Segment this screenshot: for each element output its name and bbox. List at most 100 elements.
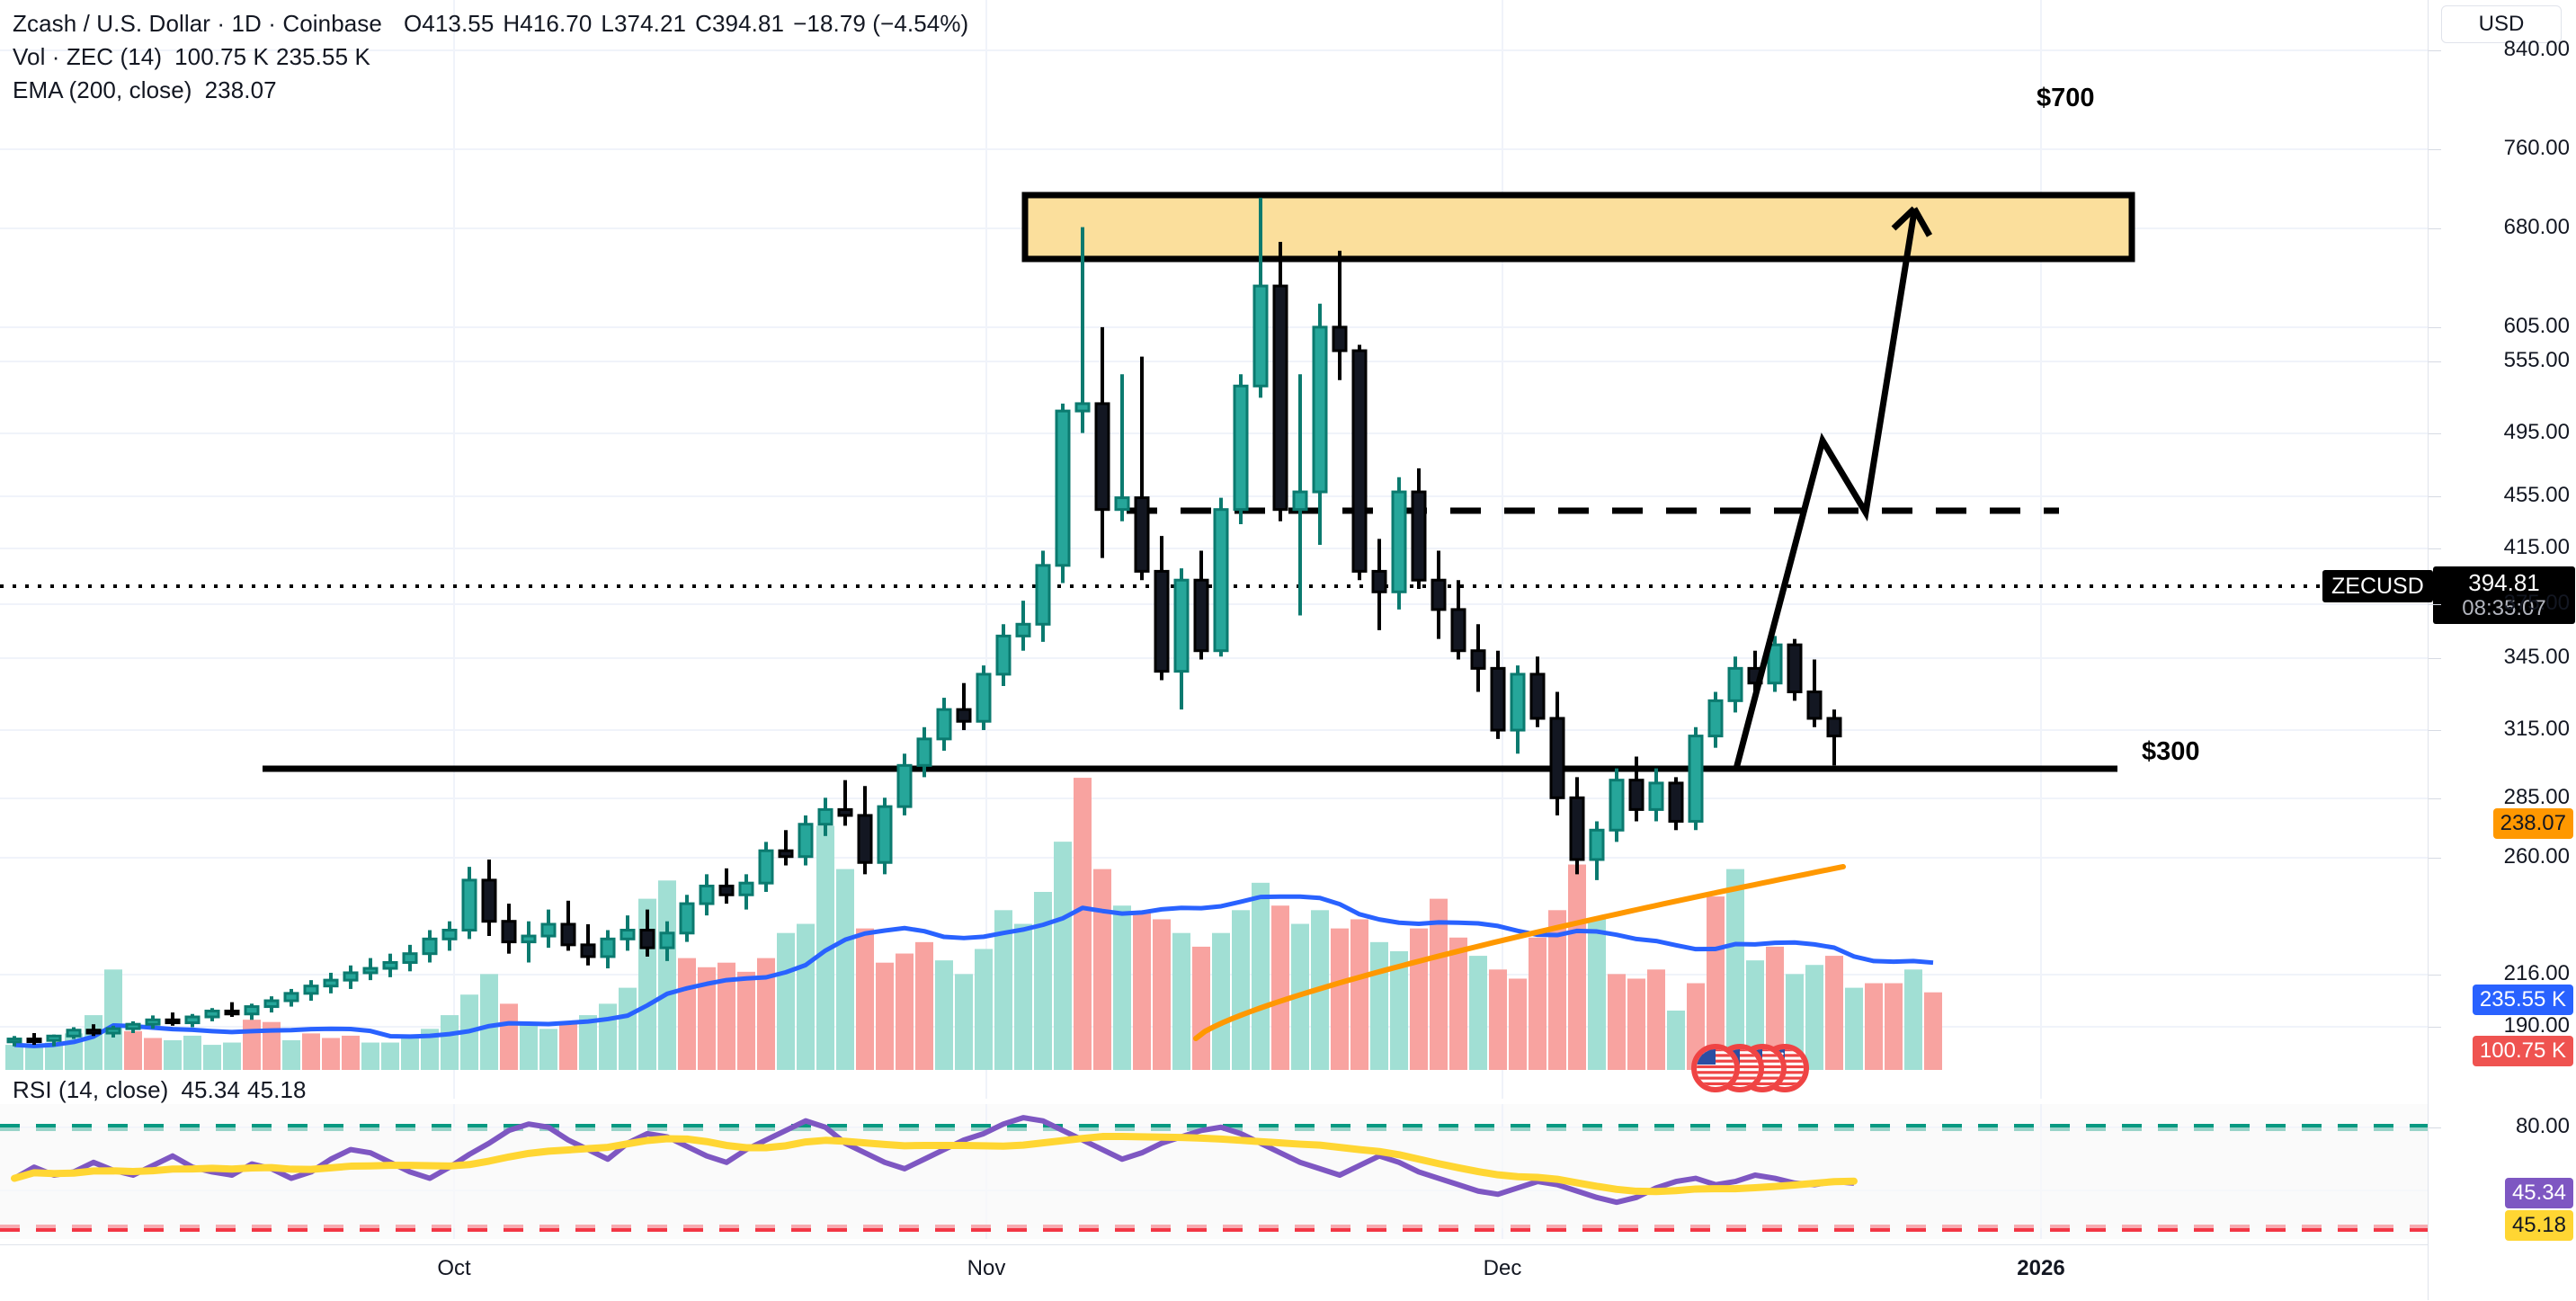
volume-bar xyxy=(836,869,854,1070)
candlestick xyxy=(422,930,438,963)
volume-bar xyxy=(1370,941,1388,1070)
candlestick xyxy=(343,965,359,989)
volume-bar xyxy=(104,969,122,1070)
volume-bar xyxy=(5,1045,23,1070)
volume-bar xyxy=(896,953,914,1070)
volume-bar xyxy=(1133,912,1151,1070)
volume-bar xyxy=(955,974,973,1070)
candlestick xyxy=(1589,821,1605,880)
candlestick xyxy=(540,909,557,949)
price-pane[interactable] xyxy=(0,0,2428,1099)
candlestick xyxy=(837,780,853,826)
rsi-ma-line xyxy=(11,1133,1858,1196)
legend-row-ema[interactable]: EMA (200, close) 238.07 xyxy=(13,74,968,107)
price-axis-tickmark xyxy=(2429,604,2441,605)
candlestick xyxy=(521,921,537,963)
candlestick xyxy=(1114,374,1130,521)
price-axis-tick: 190.00 xyxy=(2503,1013,2570,1038)
volume-bar xyxy=(856,928,874,1070)
volume-bar xyxy=(1568,864,1586,1070)
price-axis-tickmark xyxy=(2429,658,2441,659)
volume-bar xyxy=(263,1021,281,1070)
price-axis-tickmark xyxy=(2429,858,2441,859)
volume-bar xyxy=(678,958,696,1070)
volume-bar xyxy=(124,1030,142,1070)
price-axis-tick: 760.00 xyxy=(2503,136,2570,160)
candlestick xyxy=(1529,656,1546,727)
ohlc-high: H416.70 xyxy=(503,10,593,37)
projection-path xyxy=(1733,210,1918,770)
volume-bar xyxy=(1232,910,1250,1070)
volume-bar xyxy=(322,1038,340,1070)
volume-bar xyxy=(658,880,676,1070)
support-label-300: $300 xyxy=(2142,737,2200,766)
projection-arrowhead xyxy=(1891,206,1933,237)
candlestick xyxy=(798,815,814,866)
price-axis-tick: 260.00 xyxy=(2503,844,2570,869)
volume-bar xyxy=(539,1029,557,1070)
last-price-badge: 394.81 08:35:07 xyxy=(2433,566,2575,624)
candlestick xyxy=(659,921,675,961)
candlestick xyxy=(303,980,319,1002)
volume-bar xyxy=(1865,983,1883,1070)
volume-bar xyxy=(1885,983,1903,1070)
price-axis-tickmark xyxy=(2429,50,2441,51)
price-axis-tickmark xyxy=(2429,548,2441,549)
rsi-value: 45.34 xyxy=(181,1076,241,1103)
price-axis-tick: 375.00 xyxy=(2503,591,2570,615)
time-axis-label: 2026 xyxy=(2017,1256,2065,1280)
currency-badge[interactable]: USD xyxy=(2441,5,2562,43)
price-axis-tickmark xyxy=(2429,1027,2441,1028)
candlestick xyxy=(580,923,596,966)
candlestick xyxy=(501,904,517,954)
candlestick xyxy=(1569,777,1585,875)
candlestick xyxy=(402,944,418,972)
volume-bar xyxy=(1766,946,1784,1070)
plot-area[interactable]: RSI (14, close) 45.34 45.18 $700 $300 ZEC… xyxy=(0,0,2433,1301)
candlestick xyxy=(976,665,992,731)
volume-bar xyxy=(164,1040,182,1070)
candlestick xyxy=(46,1034,62,1047)
resistance-zone xyxy=(1021,192,2135,263)
volume-bar xyxy=(500,1003,518,1070)
price-axis-tick: 285.00 xyxy=(2503,785,2570,809)
time-axis[interactable]: Oct Nov Dec 2026 xyxy=(0,1244,2428,1301)
volume-bar xyxy=(935,960,953,1070)
legend-row-volume[interactable]: Vol · ZEC (14) 100.75 K 235.55 K xyxy=(13,40,968,74)
volume-bar xyxy=(1845,987,1863,1070)
volume-bar xyxy=(1548,910,1566,1070)
legend-row-rsi[interactable]: RSI (14, close) 45.34 45.18 xyxy=(13,1074,307,1107)
flag-emoji-markers xyxy=(1691,1044,1809,1092)
candlestick xyxy=(995,624,1012,686)
volume-bar xyxy=(1746,960,1764,1070)
candlestick xyxy=(1332,250,1348,380)
candlestick xyxy=(184,1013,201,1028)
price-axis-tickmark xyxy=(2429,361,2441,362)
volume-bar xyxy=(1172,932,1190,1070)
volume-ma-value: 235.55 K xyxy=(276,43,370,70)
candlestick xyxy=(1549,691,1565,815)
ema-price-pill: 238.07 xyxy=(2492,808,2573,839)
price-axis-tickmark xyxy=(2429,327,2441,328)
candlestick xyxy=(244,1003,260,1020)
volume-bar xyxy=(361,1042,379,1070)
candlestick xyxy=(1806,659,1823,727)
volume-bar xyxy=(599,1003,617,1070)
candlestick xyxy=(1490,650,1506,739)
price-axis[interactable]: USD 238.07 235.55 K 100.75 K 45.34 45.18… xyxy=(2428,0,2576,1300)
candlestick xyxy=(26,1033,42,1046)
candlestick xyxy=(85,1024,102,1037)
volume-bar xyxy=(282,1040,300,1070)
rsi-pane[interactable]: RSI (14, close) 45.34 45.18 xyxy=(0,1076,2428,1239)
volume-bar xyxy=(480,974,498,1070)
volume-bar xyxy=(302,1033,320,1070)
volume-bar xyxy=(441,1015,459,1070)
candlestick xyxy=(1252,197,1269,398)
volume-ma-pill: 235.55 K xyxy=(2472,985,2573,1015)
volume-bar xyxy=(1608,974,1626,1070)
volume-bar xyxy=(1331,928,1349,1070)
candlestick xyxy=(105,1025,121,1038)
legend-row-symbol[interactable]: Zcash / U.S. Dollar · 1D · Coinbase O413… xyxy=(13,7,968,40)
candlestick xyxy=(679,895,695,942)
